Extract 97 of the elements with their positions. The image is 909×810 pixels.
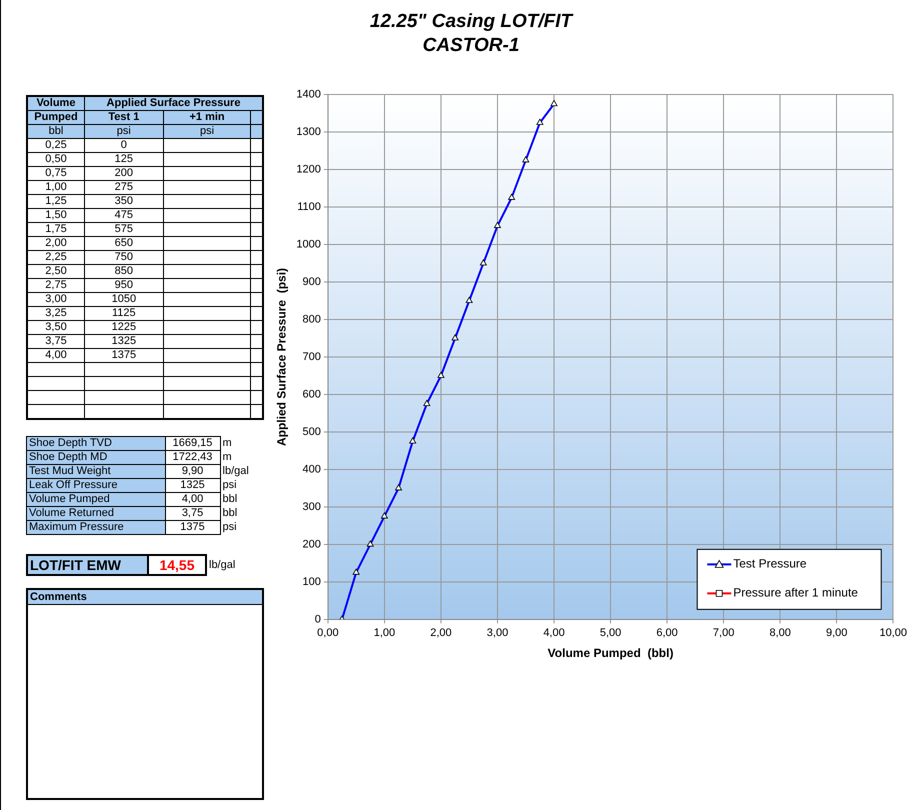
y-tick-label: 800 (302, 314, 321, 326)
text: m (222, 436, 233, 450)
text: 2,00 (27, 236, 84, 250)
text: LOT/FIT EMW (27, 555, 148, 575)
y-tick-label: 0 (314, 613, 321, 626)
text: 750 (84, 250, 164, 264)
text: 1375 (84, 348, 164, 362)
text: 200 (84, 166, 164, 180)
text: Test 1 (84, 110, 164, 124)
text: 1,50 (27, 208, 84, 222)
text: 3,75 (27, 334, 84, 348)
text: 350 (84, 194, 164, 208)
text: Volume Pumped (26, 492, 166, 506)
text: 125 (84, 152, 164, 166)
y-tick-label: 700 (302, 351, 321, 364)
text: psi (222, 520, 238, 534)
text: 14,55 (148, 555, 206, 575)
text: 275 (84, 180, 164, 194)
text: Maximum Pressure (26, 520, 166, 534)
y-tick-label: 600 (302, 388, 321, 401)
text: Pumped (27, 110, 84, 124)
y-tick-label: 1100 (297, 201, 321, 214)
x-tick-label: 1,00 (374, 627, 396, 640)
y-tick-label: 300 (302, 500, 321, 513)
text: Volume (27, 96, 84, 110)
text: 1,25 (27, 194, 84, 208)
text: Shoe Depth TVD (26, 436, 166, 450)
x-tick-label: 3,00 (486, 627, 508, 640)
text: 1225 (84, 320, 164, 334)
text: 475 (84, 208, 164, 222)
y-tick-label: 1000 (296, 238, 321, 251)
y-tick-label: 200 (302, 538, 321, 550)
text: 1722,43 (165, 450, 220, 464)
text: bbl (222, 492, 238, 506)
y-axis-title: Applied Surface Pressure (psi) (274, 268, 289, 446)
text: Test Mud Weight (26, 464, 166, 478)
text: 950 (84, 278, 164, 292)
x-tick-label: 9,00 (826, 627, 848, 640)
text: 1125 (84, 306, 164, 320)
text: Volume Returned (26, 506, 166, 520)
y-tick-label: 400 (302, 463, 321, 476)
chart-title: 12.25" Casing LOT/FIT (368, 10, 574, 34)
text: 650 (84, 236, 164, 250)
x-tick-label: 2,00 (430, 627, 452, 640)
text: bbl (222, 506, 238, 520)
text: 1669,15 (165, 436, 220, 450)
y-tick-label: 1400 (296, 88, 321, 101)
text: 4,00 (165, 492, 220, 506)
text: 0,75 (27, 166, 84, 180)
x-tick-label: 10,00 (879, 627, 907, 640)
x-axis-title: Volume Pumped (bbl) (548, 646, 674, 660)
legend-label: Test Pressure (733, 556, 807, 571)
text: 1375 (165, 520, 220, 534)
text: 575 (84, 222, 164, 236)
y-tick-label: 1300 (296, 126, 321, 138)
text: psi (84, 124, 164, 138)
text: 1050 (84, 292, 164, 306)
x-tick-label: 4,00 (543, 627, 565, 640)
text: Comments (28, 590, 262, 605)
text: 1,00 (27, 180, 84, 194)
chart-subtitle: CASTOR-1 (422, 34, 520, 58)
text: bbl (27, 124, 84, 138)
text: 3,25 (27, 306, 84, 320)
text: psi (222, 478, 238, 492)
text: 0 (84, 138, 164, 152)
text: lb/gal (222, 464, 250, 478)
y-tick-label: 500 (302, 426, 321, 438)
x-tick-label: 7,00 (712, 627, 734, 640)
text: 4,00 (27, 348, 84, 362)
text: Shoe Depth MD (26, 450, 166, 464)
text: Applied Surface Pressure (84, 96, 263, 110)
text: psi (163, 124, 251, 138)
text: 850 (84, 264, 164, 278)
text: 0,50 (27, 152, 84, 166)
text: 1,75 (27, 222, 84, 236)
text: 2,25 (27, 250, 84, 264)
text: 3,00 (27, 292, 84, 306)
text: 2,50 (27, 264, 84, 278)
text: lb/gal (208, 558, 236, 572)
y-tick-label: 100 (302, 576, 321, 588)
text: 2,75 (27, 278, 84, 292)
text: 1325 (165, 478, 220, 492)
y-tick-label: 1200 (296, 164, 321, 176)
x-tick-label: 5,00 (600, 627, 622, 640)
x-tick-label: 6,00 (656, 627, 678, 640)
text: m (222, 450, 233, 464)
text: 9,90 (165, 464, 220, 478)
text: Leak Off Pressure (26, 478, 166, 492)
text: 1325 (84, 334, 164, 348)
x-tick-label: 8,00 (769, 627, 791, 640)
y-tick-label: 900 (302, 276, 321, 288)
legend-label: Pressure after 1 minute (733, 586, 858, 600)
text: +1 min (163, 110, 251, 124)
text: 3,75 (165, 506, 220, 520)
text: 0,25 (27, 138, 84, 152)
x-tick-label: 0,00 (317, 627, 339, 640)
text: 3,50 (27, 320, 84, 334)
